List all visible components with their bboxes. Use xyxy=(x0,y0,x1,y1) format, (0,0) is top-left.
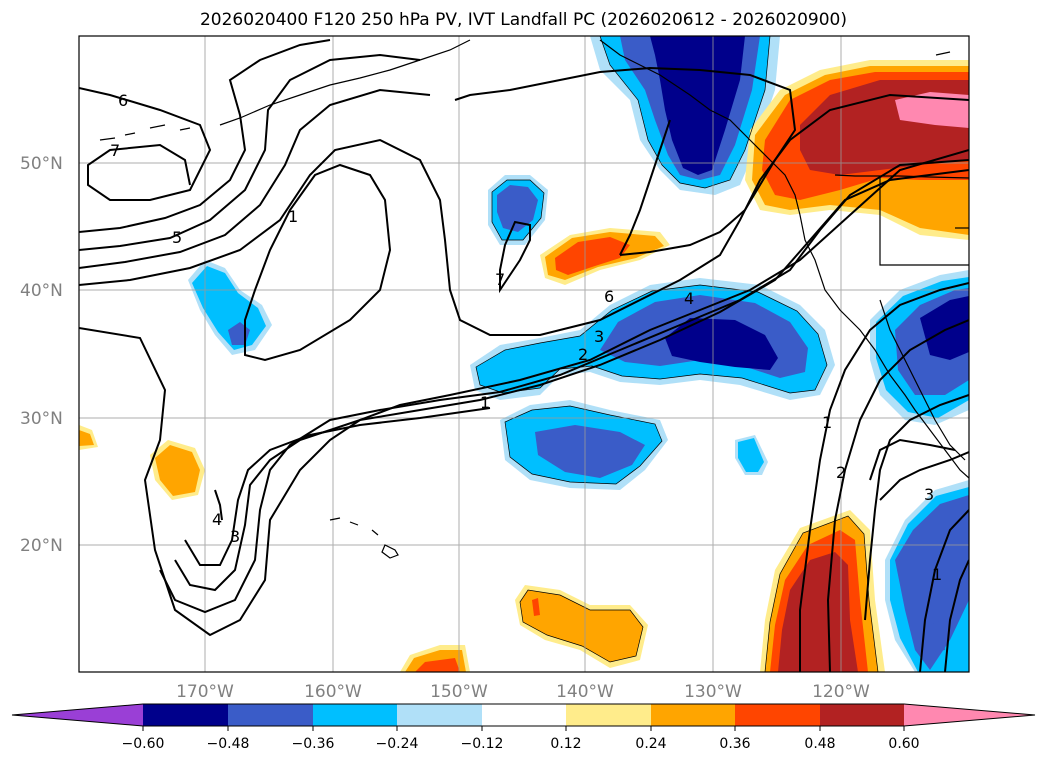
contour-label: 1 xyxy=(822,413,832,432)
lon-label-170w: 170°W xyxy=(176,682,234,702)
colorbar-tick-label: 0.12 xyxy=(550,736,581,752)
colorbar-tick-label: −0.48 xyxy=(207,736,250,752)
contour-label: 2 xyxy=(836,463,846,482)
contour-label: 6 xyxy=(118,91,128,110)
coastlines xyxy=(99,39,969,559)
colorbar-tick-label: −0.60 xyxy=(122,736,165,752)
lat-label-20n: 20°N xyxy=(20,536,63,556)
contour-label: 1 xyxy=(932,565,942,584)
map-title: 2026020400 F120 250 hPa PV, IVT Landfall… xyxy=(199,10,847,30)
colorbar-bin xyxy=(566,704,651,726)
lon-label-140w: 140°W xyxy=(556,682,614,702)
colorbar-tick-label: −0.24 xyxy=(376,736,419,752)
contour-label: 3 xyxy=(230,527,240,546)
colorbar-bin xyxy=(651,704,735,726)
colorbar-over-arrow xyxy=(904,704,1035,726)
gridlines xyxy=(79,36,969,672)
longitude-labels: 170°W 160°W 150°W 140°W 130°W 120°W xyxy=(176,682,870,702)
lon-label-160w: 160°W xyxy=(304,682,362,702)
contour-label: 6 xyxy=(604,287,614,306)
lat-label-40n: 40°N xyxy=(20,281,63,301)
map-frame xyxy=(78,35,970,673)
contour-label: 3 xyxy=(924,485,934,504)
colorbar-tick-label: 0.36 xyxy=(719,736,750,752)
lat-label-30n: 30°N xyxy=(20,409,63,429)
contour-label: 4 xyxy=(684,289,694,308)
colorbar: −0.60 −0.48 −0.36 −0.24 −0.12 0.12 0.24 … xyxy=(11,703,1036,752)
anomaly-outlines xyxy=(475,36,879,672)
contour-label: 3 xyxy=(594,327,604,346)
lat-label-50n: 50°N xyxy=(20,154,63,174)
contour-label: 7 xyxy=(495,270,505,289)
lon-label-130w: 130°W xyxy=(684,682,742,702)
latitude-labels: 50°N 40°N 30°N 20°N xyxy=(20,154,63,556)
colorbar-bin xyxy=(313,704,397,726)
contour-label: 7 xyxy=(110,141,120,160)
lon-label-120w: 120°W xyxy=(812,682,870,702)
contour-labels: 6 7 5 1 7 6 4 3 2 1 1 2 3 1 4 3 xyxy=(110,91,942,584)
colorbar-bin xyxy=(228,704,313,726)
colorbar-tick-label: 0.24 xyxy=(635,736,666,752)
shading-layer xyxy=(79,36,969,672)
contour-label: 1 xyxy=(288,207,298,226)
colorbar-bin xyxy=(820,704,904,726)
colorbar-under-arrow xyxy=(12,704,143,726)
contour-label: 4 xyxy=(212,510,222,529)
colorbar-tick-label: 0.48 xyxy=(804,736,835,752)
lon-label-150w: 150°W xyxy=(430,682,488,702)
colorbar-tick-label: 0.60 xyxy=(888,736,919,752)
contour-label: 1 xyxy=(480,393,490,412)
colorbar-bin xyxy=(735,704,820,726)
contour-label: 5 xyxy=(172,228,182,247)
colorbar-bin xyxy=(482,704,566,726)
colorbar-bin xyxy=(397,704,482,726)
colorbar-tick-label: −0.36 xyxy=(292,736,335,752)
colorbar-tick-label: −0.12 xyxy=(461,736,504,752)
pv-contours xyxy=(79,39,969,672)
contour-label: 2 xyxy=(578,345,588,364)
colorbar-bin xyxy=(143,704,228,726)
